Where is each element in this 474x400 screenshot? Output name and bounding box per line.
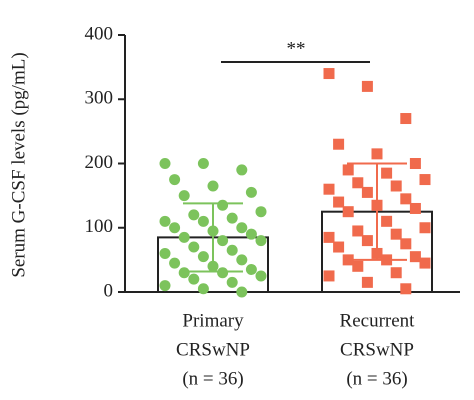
data-point xyxy=(226,244,238,256)
data-point xyxy=(188,241,200,253)
x-tick-label: Recurrent xyxy=(340,310,416,331)
significance-label: ** xyxy=(287,38,306,59)
data-point xyxy=(178,190,190,202)
y-tick-label: 300 xyxy=(85,88,114,109)
data-point xyxy=(361,80,373,92)
data-point xyxy=(226,212,238,224)
y-tick-label: 200 xyxy=(85,152,114,173)
data-point xyxy=(361,276,373,288)
data-point xyxy=(333,196,345,208)
data-point xyxy=(178,231,190,243)
data-point xyxy=(400,238,412,250)
data-point xyxy=(371,148,383,160)
y-tick-label: 0 xyxy=(104,280,114,301)
data-point xyxy=(245,264,257,276)
data-point xyxy=(352,177,364,189)
data-point xyxy=(197,158,209,169)
data-point xyxy=(400,113,412,125)
data-point xyxy=(245,186,257,198)
x-tick-label: CRSwNP xyxy=(340,339,414,360)
data-point xyxy=(159,215,171,227)
data-point xyxy=(333,241,345,253)
data-point xyxy=(217,235,229,247)
data-point xyxy=(323,231,335,243)
data-point xyxy=(400,193,412,205)
y-tick-label: 400 xyxy=(85,23,114,44)
data-point xyxy=(333,138,345,150)
data-point xyxy=(159,280,171,292)
data-point xyxy=(197,283,209,295)
data-point xyxy=(245,228,257,240)
data-point xyxy=(361,235,373,247)
data-point xyxy=(323,183,335,195)
data-point xyxy=(352,225,364,237)
data-point xyxy=(226,276,238,288)
data-point xyxy=(197,215,209,227)
data-point xyxy=(159,247,171,259)
y-tick-label: 100 xyxy=(85,216,114,237)
data-point xyxy=(159,158,171,169)
data-point xyxy=(361,186,373,198)
data-point xyxy=(352,260,364,272)
data-point xyxy=(236,164,248,176)
data-point xyxy=(342,164,354,176)
data-point xyxy=(342,206,354,218)
data-point xyxy=(255,270,267,282)
data-point xyxy=(381,215,393,227)
data-point xyxy=(419,257,431,269)
data-point xyxy=(169,174,181,186)
data-point xyxy=(236,254,248,266)
data-point xyxy=(323,270,335,282)
data-point xyxy=(390,267,402,279)
data-point xyxy=(169,222,181,234)
data-point xyxy=(419,222,431,234)
data-point xyxy=(188,273,200,285)
y-axis-label: Serum G-CSF levels (pg/mL) xyxy=(8,52,29,277)
data-point xyxy=(236,222,248,234)
data-point xyxy=(400,283,412,295)
data-point xyxy=(197,251,209,263)
data-point xyxy=(390,228,402,240)
x-tick-label: Primary xyxy=(182,310,244,331)
x-tick-label: CRSwNP xyxy=(176,339,250,360)
data-point xyxy=(381,167,393,179)
x-tick-label: (n = 36) xyxy=(346,368,407,389)
data-point xyxy=(419,174,431,186)
data-point xyxy=(409,202,421,214)
data-point xyxy=(217,267,229,279)
x-tick-label: (n = 36) xyxy=(182,368,243,389)
data-point xyxy=(207,180,219,192)
data-point xyxy=(409,158,421,169)
data-point xyxy=(323,68,335,80)
data-point xyxy=(255,206,267,218)
data-point xyxy=(217,199,229,211)
data-point xyxy=(236,286,248,298)
data-point xyxy=(188,209,200,221)
data-point xyxy=(178,267,190,279)
data-point xyxy=(409,251,421,263)
data-point xyxy=(169,257,181,269)
data-point xyxy=(390,180,402,192)
data-point xyxy=(255,235,267,247)
